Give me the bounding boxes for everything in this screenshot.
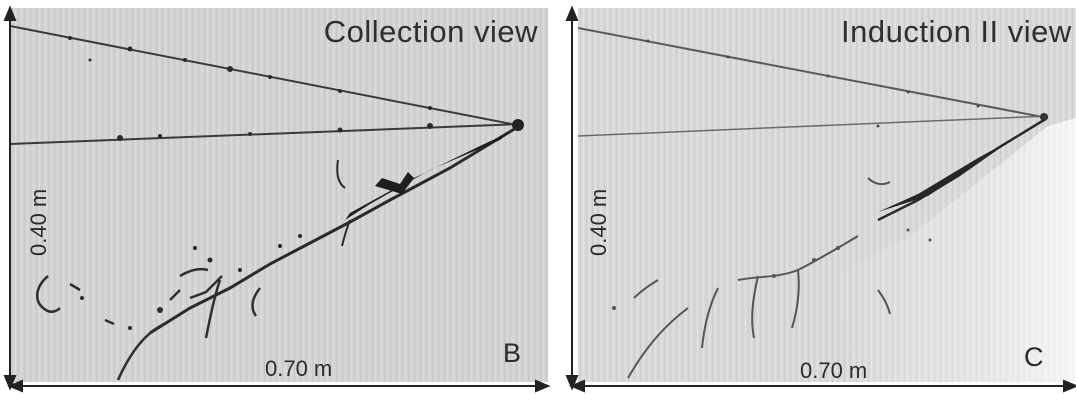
panel-title: Induction II view: [841, 14, 1072, 49]
arrow-head-icon: [535, 379, 551, 393]
arrow-head-icon: [7, 379, 23, 393]
vertical-scale-label: 0.40 m: [586, 188, 611, 256]
panel-title: Collection view: [323, 14, 538, 49]
panel-letter: C: [1024, 342, 1044, 372]
horizontal-scale-label: 0.70 m: [265, 356, 333, 381]
collection-view-image: [10, 8, 548, 382]
arrow-head-icon: [569, 379, 585, 393]
arrow-head-icon: [565, 375, 579, 391]
horizontal-scale-label: 0.70 m: [800, 358, 868, 382]
panel-letter: B: [503, 338, 522, 368]
induction-view-panel: Induction II view C 0.70 m 0.40 m: [578, 8, 1076, 382]
arrow-head-icon: [1063, 379, 1076, 393]
arrow-head-icon: [565, 5, 579, 21]
collection-view-panel: Collection view B 0.70 m 0.40 m: [10, 8, 548, 382]
vertical-scale-label: 0.40 m: [26, 188, 51, 256]
induction-view-image: [578, 8, 1076, 382]
